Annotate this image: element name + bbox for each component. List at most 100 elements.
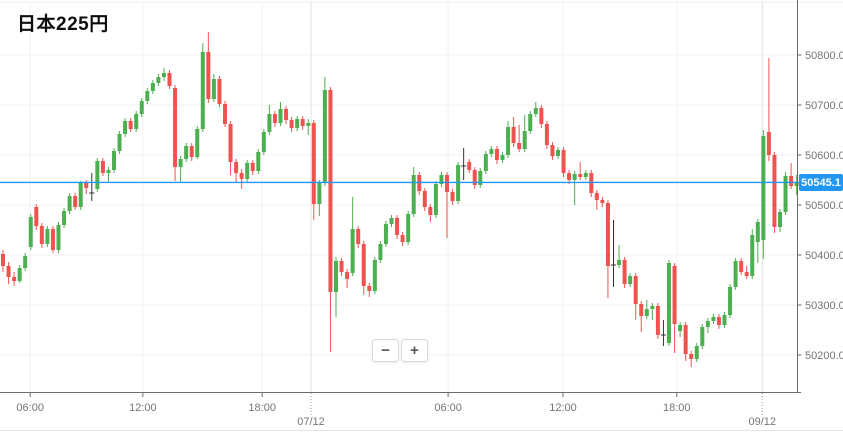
candle-down <box>494 149 499 160</box>
candle-up <box>261 132 266 152</box>
candle-down <box>289 120 294 128</box>
candle-up <box>678 325 683 331</box>
x-axis-time-label: 06:00 <box>434 402 462 414</box>
candle-up <box>295 119 300 128</box>
candle-up <box>322 90 327 183</box>
candle-up <box>700 327 705 346</box>
candle-up <box>184 146 189 159</box>
candle-down <box>339 261 344 272</box>
x-axis-time-label: 18:00 <box>248 402 276 414</box>
candle-down <box>1 254 5 266</box>
candle-down <box>39 226 44 244</box>
candle-down <box>272 114 277 123</box>
zoom-in-button[interactable]: + <box>401 339 428 362</box>
y-axis-label: 50300.0 <box>805 300 843 312</box>
candle-up <box>383 224 388 244</box>
candle-up <box>350 229 355 273</box>
candle-down <box>450 192 455 201</box>
candle-up <box>733 261 738 287</box>
candle-down <box>12 277 17 281</box>
candle-down <box>622 260 627 284</box>
candle-up <box>628 276 633 284</box>
candle-down <box>6 266 11 277</box>
candle-up <box>650 306 655 309</box>
candle-down <box>173 88 178 167</box>
candle-down <box>739 261 744 272</box>
y-axis-label: 50800.0 <box>805 50 843 62</box>
candle-up <box>78 183 83 207</box>
candle-down <box>517 143 522 149</box>
candle-down <box>250 163 255 171</box>
candle-up <box>705 321 710 327</box>
candle-up <box>150 83 155 91</box>
candle-up <box>28 217 33 247</box>
x-axis-date-label: 07/12 <box>297 416 325 428</box>
candle-up <box>62 211 67 225</box>
zoom-out-button[interactable]: − <box>372 339 399 362</box>
candle-down <box>345 272 350 279</box>
candle-up <box>522 131 527 149</box>
candle-up <box>156 77 161 83</box>
candle-up <box>317 183 322 204</box>
candle-up <box>411 175 416 214</box>
candle-down <box>445 175 449 192</box>
candle-down <box>772 155 777 227</box>
candle-up <box>378 244 383 260</box>
candle-up <box>506 127 511 155</box>
y-axis-label: 50400.0 <box>805 250 843 262</box>
candle-down <box>600 200 605 203</box>
candle-down <box>84 183 89 188</box>
y-axis-label: 50600.0 <box>805 150 843 162</box>
candle-up <box>694 346 699 359</box>
candle-up <box>211 79 216 99</box>
candle-up <box>778 212 782 227</box>
candle-down <box>422 191 427 207</box>
x-axis-time-label: 06:00 <box>16 402 44 414</box>
candle-up <box>278 109 283 123</box>
y-axis-label: 50200.0 <box>805 350 843 362</box>
last-price-badge: 50545.1 <box>799 174 843 191</box>
candle-up <box>439 175 444 184</box>
candle-down <box>128 121 133 129</box>
chart-title: 日本225円 <box>17 14 109 35</box>
candle-down <box>400 235 405 242</box>
candle-down <box>428 207 433 215</box>
candle-down <box>672 266 677 324</box>
candle-down <box>189 146 194 157</box>
candle-up <box>711 317 716 321</box>
candle-up <box>245 163 250 179</box>
zoom-controls: − + <box>372 339 428 362</box>
candle-down <box>639 304 644 316</box>
candle-up <box>23 256 28 268</box>
candle-up <box>45 229 50 244</box>
candle-up <box>722 315 727 325</box>
candle-down <box>766 132 771 155</box>
candle-down <box>561 150 566 173</box>
candle-down <box>367 286 372 291</box>
y-axis-label: 50700.0 <box>805 100 843 112</box>
candle-up <box>728 287 733 315</box>
candle-down <box>594 193 599 200</box>
candle-up <box>617 260 622 265</box>
candle-up <box>500 155 505 160</box>
x-axis-time-label: 18:00 <box>663 402 691 414</box>
candle-up <box>112 151 116 170</box>
candle-up <box>256 152 261 171</box>
candle-up <box>389 218 394 224</box>
candle-down <box>539 108 544 124</box>
candle-down <box>239 173 244 179</box>
candle-down <box>544 124 549 145</box>
candle-down <box>284 109 289 120</box>
candle-up <box>583 173 588 177</box>
candle-down <box>567 173 572 180</box>
candle-down <box>73 196 78 207</box>
candle-up <box>195 129 200 157</box>
candle-up <box>794 182 799 186</box>
candle-up <box>644 309 649 316</box>
candle-down <box>633 276 638 304</box>
candle-down <box>689 354 694 359</box>
candle-up <box>67 196 72 211</box>
candle-up <box>755 222 760 242</box>
